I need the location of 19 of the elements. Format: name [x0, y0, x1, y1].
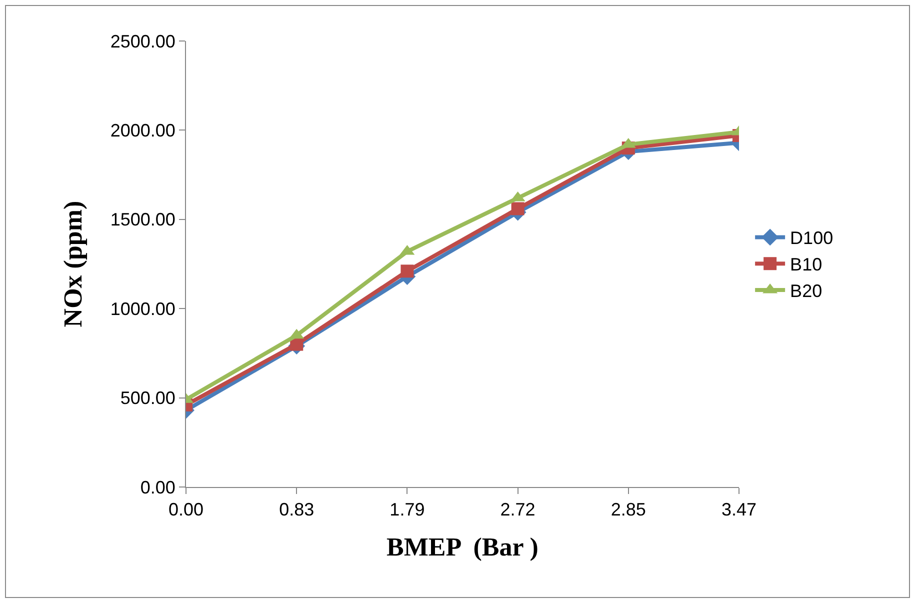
- x-tick-label: 0.00: [168, 500, 204, 520]
- x-tick-label: 1.79: [390, 500, 425, 520]
- y-tick-label: 2500.00: [110, 31, 176, 52]
- legend-label: D100: [790, 228, 834, 248]
- x-tick-label: 2.72: [500, 500, 536, 520]
- y-axis-title: NOx (ppm): [58, 200, 88, 328]
- y-tick-label: 2000.00: [110, 120, 176, 140]
- x-tick-label: 2.85: [610, 500, 646, 520]
- point: [400, 264, 414, 278]
- x-axis-title: BMEP (Bar ): [386, 532, 538, 562]
- y-tick-label: 1000.00: [110, 298, 176, 319]
- point: [511, 202, 524, 216]
- y-tick-label: 500.00: [120, 388, 176, 408]
- x-tick-label: 3.47: [721, 500, 757, 520]
- legend-label: B20: [790, 281, 822, 302]
- legend-label: B10: [790, 254, 822, 275]
- y-tick-label: 1500.00: [110, 210, 176, 230]
- x-tick-label: 0.83: [279, 500, 314, 520]
- y-tick-label: 0.00: [140, 477, 176, 498]
